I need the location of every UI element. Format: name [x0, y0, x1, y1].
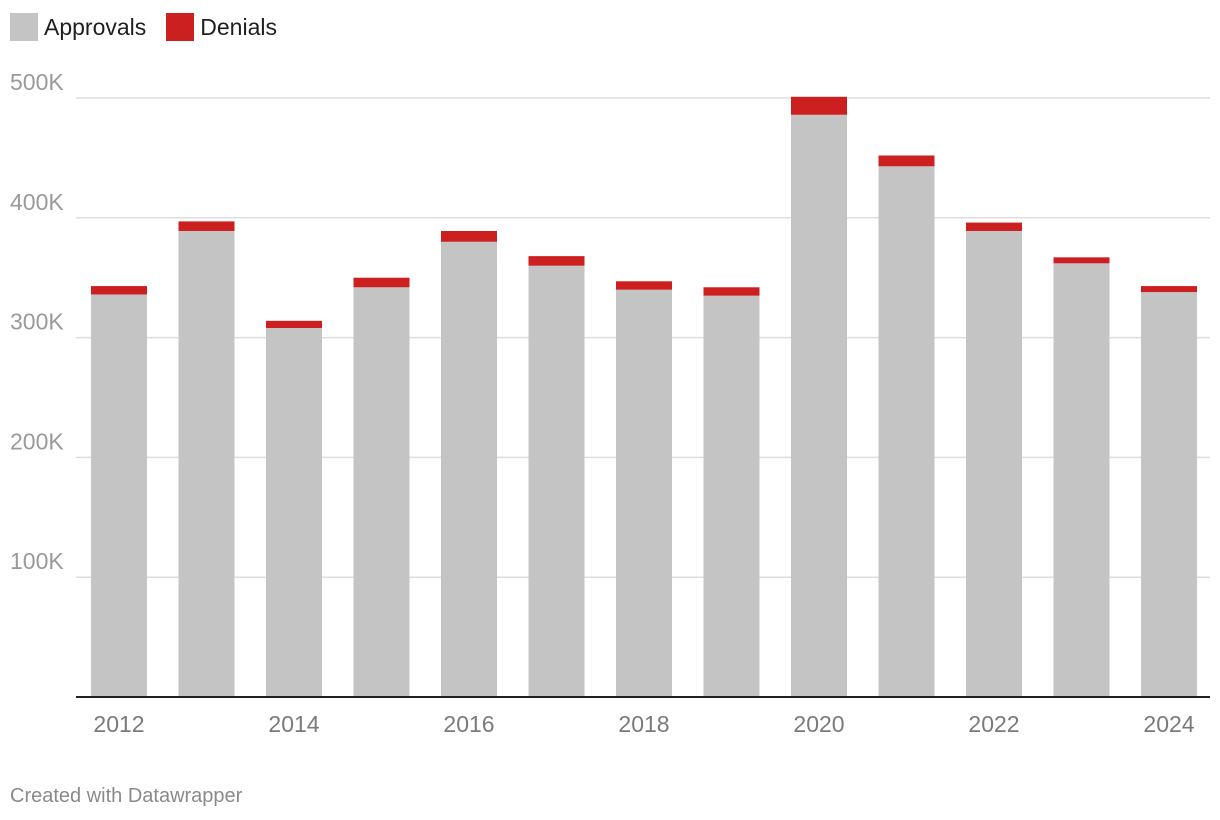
- bar-denials-2013: [178, 221, 235, 231]
- y-tick-label: 300K: [10, 309, 64, 335]
- legend-label-approvals: Approvals: [44, 13, 147, 40]
- x-tick-label: 2014: [268, 711, 319, 737]
- bar-approvals-2018: [616, 289, 672, 697]
- legend-swatch-approvals: [10, 13, 38, 41]
- x-tick-label: 2016: [443, 711, 494, 737]
- axes: 2012 2014 2016 2018 2020 2022 2024: [76, 696, 1210, 737]
- legend-item-denials: Denials: [166, 13, 277, 41]
- bar-denials-2020: [791, 96, 847, 115]
- bar-denials-2017: [528, 256, 585, 266]
- bar-denials-2015: [353, 277, 410, 288]
- legend-swatch-denials: [166, 13, 195, 41]
- bar-denials-2019: [703, 287, 760, 296]
- bar-approvals-2022: [966, 230, 1022, 697]
- bar-approvals-2015: [353, 287, 410, 697]
- bar-denials-2018: [616, 281, 672, 290]
- x-tick-label: 2022: [968, 711, 1019, 737]
- x-tick-label: 2012: [93, 711, 144, 737]
- chart-legend: Approvals Denials: [10, 13, 277, 41]
- y-tick-label: 400K: [10, 189, 64, 215]
- legend-item-approvals: Approvals: [10, 13, 146, 41]
- bar-approvals-2021: [878, 166, 935, 697]
- bar-approvals-2016: [441, 241, 497, 697]
- bar-denials-2016: [441, 230, 497, 242]
- footer-credit: Created with Datawrapper: [10, 785, 243, 807]
- bar-approvals-2023: [1053, 263, 1110, 697]
- bars: [91, 96, 1197, 698]
- bar-approvals-2012: [91, 294, 147, 697]
- x-tick-label: 2024: [1143, 711, 1194, 737]
- y-tick-label: 100K: [10, 548, 64, 574]
- bar-denials-2021: [878, 155, 935, 167]
- bar-denials-2022: [966, 222, 1022, 231]
- y-tick-label: 500K: [10, 69, 64, 95]
- legend-label-denials: Denials: [200, 13, 277, 40]
- y-tick-label: 200K: [10, 428, 64, 454]
- bar-denials-2023: [1053, 257, 1110, 264]
- bar-approvals-2013: [178, 230, 235, 697]
- bar-approvals-2020: [791, 114, 847, 698]
- x-tick-label: 2020: [793, 711, 844, 737]
- x-tick-label: 2018: [618, 711, 669, 737]
- bar-approvals-2019: [703, 295, 760, 697]
- bar-denials-2024: [1141, 286, 1197, 293]
- bar-approvals-2014: [266, 328, 322, 697]
- bar-approvals-2024: [1141, 292, 1197, 697]
- bar-denials-2014: [266, 320, 322, 329]
- bar-denials-2012: [91, 286, 147, 295]
- bar-approvals-2017: [528, 265, 585, 697]
